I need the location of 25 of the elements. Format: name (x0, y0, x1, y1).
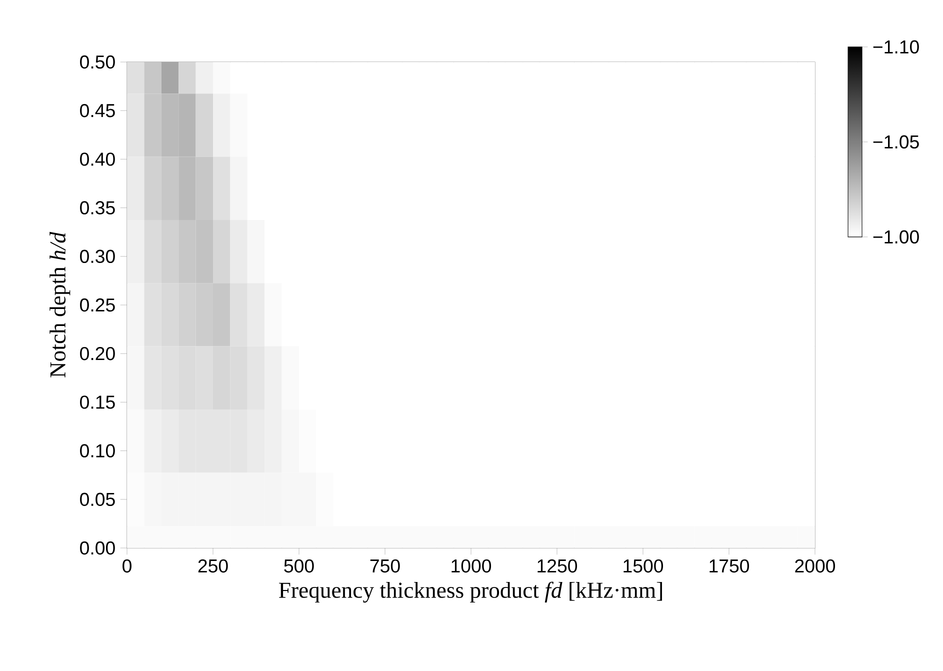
color-bar-label: −1.05 (873, 135, 919, 149)
x-tick-label: 1000 (452, 559, 492, 573)
color-bar-label: −1.10 (873, 40, 919, 54)
color-bar-label: −1.00 (873, 230, 919, 244)
y-tick-label: 0.20 (80, 346, 115, 360)
x-axis-title: Frequency thickness product fd [kHz·mm] (279, 582, 662, 603)
y-tick-label: 0.05 (80, 492, 115, 506)
x-tick-label: 250 (198, 559, 228, 573)
x-tick-label: 500 (284, 559, 314, 573)
y-tick-label: 0.45 (80, 104, 115, 118)
x-tick-label: 0 (122, 559, 132, 573)
y-tick-label: 0.35 (80, 201, 115, 214)
y-tick-label: 0.00 (80, 541, 115, 555)
x-tick-label: 750 (370, 559, 400, 573)
y-axis-title: Notch depth h/d (50, 232, 70, 378)
y-tick-label: 0.50 (80, 55, 115, 69)
x-tick-label: 1750 (710, 559, 750, 573)
y-tick-label: 0.15 (80, 396, 115, 409)
y-tick-label: 0.25 (80, 298, 115, 312)
x-tick-label: 1250 (538, 559, 578, 573)
y-tick-label: 0.40 (80, 152, 115, 166)
x-tick-label: 2000 (795, 559, 836, 573)
x-tick-label: 1500 (624, 559, 664, 573)
y-tick-label: 0.10 (80, 444, 115, 458)
y-tick-label: 0.30 (80, 250, 115, 264)
